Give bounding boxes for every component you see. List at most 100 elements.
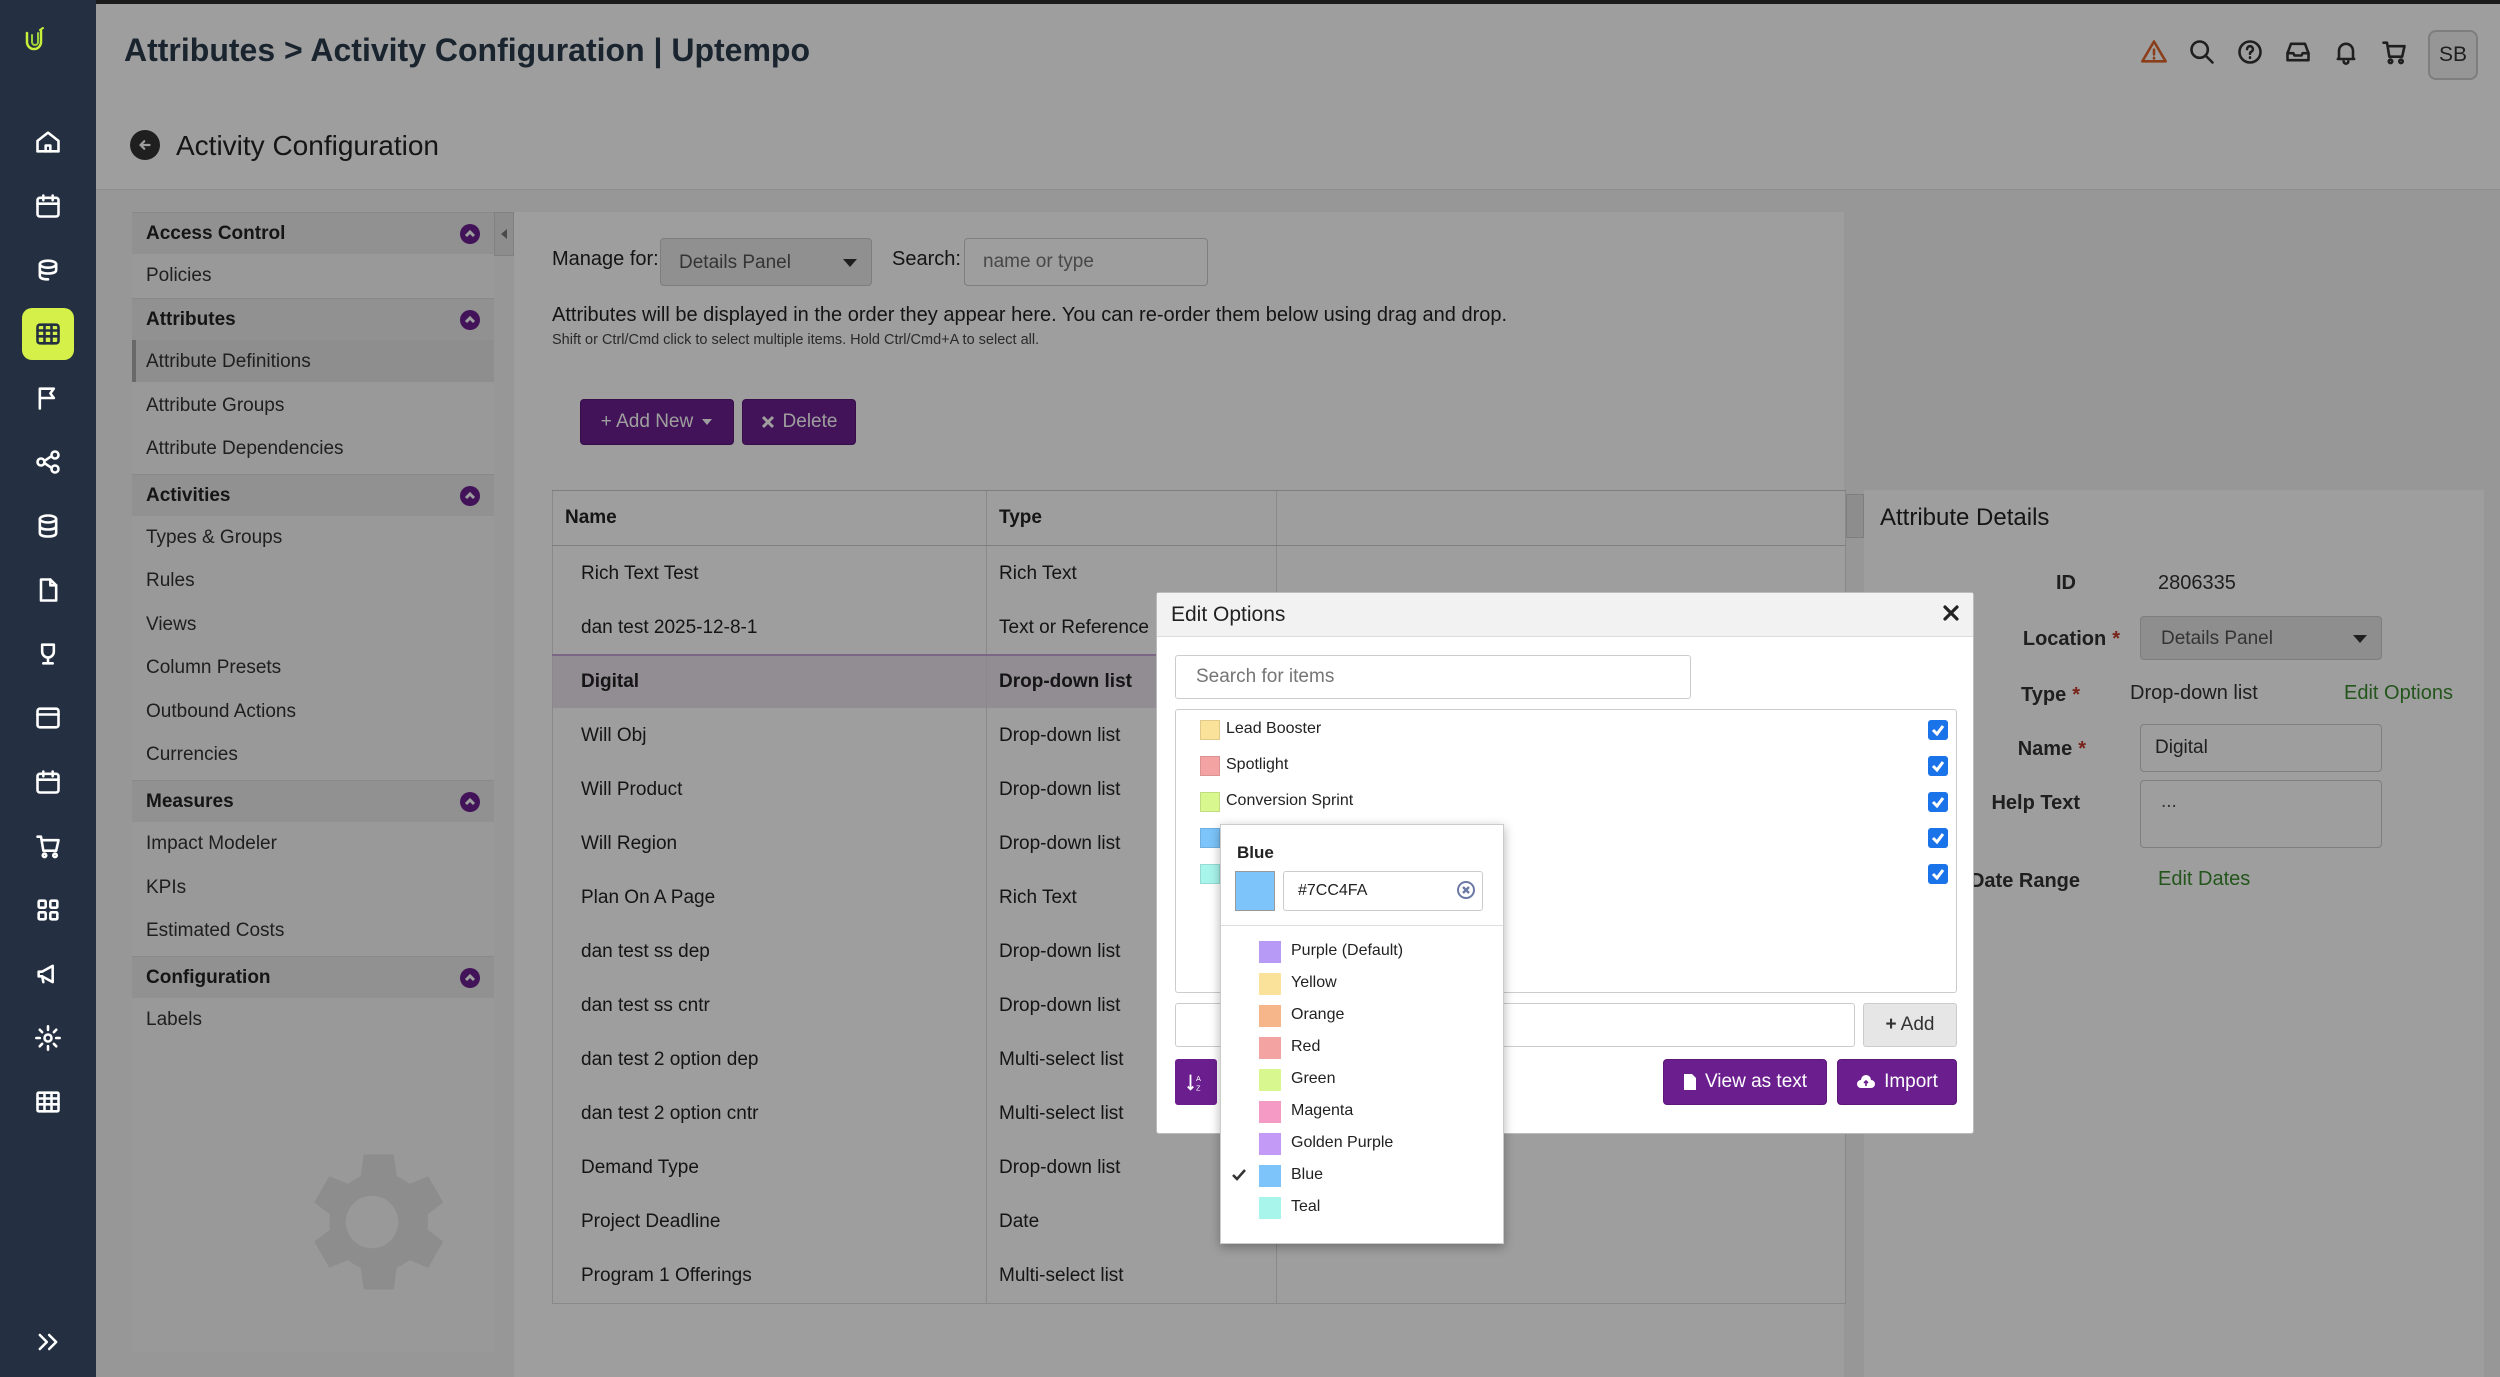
nav-item-impact-modeler[interactable]: Impact Modeler [146, 833, 277, 854]
option-color-swatch[interactable] [1200, 864, 1220, 884]
column-header-type[interactable]: Type [986, 491, 1276, 545]
table-row[interactable]: Demand Type Drop-down list [552, 1140, 1846, 1196]
edit-dates-link[interactable]: Edit Dates [2158, 868, 2251, 890]
color-option[interactable]: Teal [1221, 1191, 1503, 1223]
column-header-name[interactable]: Name [552, 491, 986, 545]
nav-group-access-control[interactable]: Access Control [132, 212, 494, 254]
color-option[interactable]: Red [1221, 1031, 1503, 1063]
expand-details-icon[interactable] [1846, 494, 1864, 538]
color-option[interactable]: Blue [1221, 1159, 1503, 1191]
apps-grid-icon[interactable] [22, 884, 74, 936]
cart-icon[interactable] [22, 820, 74, 872]
nav-item-attribute-dependencies[interactable]: Attribute Dependencies [146, 438, 344, 459]
delete-button[interactable]: Delete [742, 399, 856, 445]
color-option[interactable]: Golden Purple [1221, 1127, 1503, 1159]
option-checkbox[interactable] [1928, 828, 1948, 848]
collapse-icon[interactable] [460, 486, 480, 506]
nav-item-types-groups[interactable]: Types & Groups [146, 527, 283, 548]
nav-item-column-presets[interactable]: Column Presets [146, 657, 282, 678]
option-color-swatch[interactable] [1200, 792, 1220, 812]
options-search-input[interactable] [1175, 655, 1691, 699]
location-select[interactable]: Details Panel [2140, 616, 2382, 660]
nav-item-labels[interactable]: Labels [146, 1009, 202, 1030]
budget-stack-icon[interactable] [22, 244, 74, 296]
nav-item-policies[interactable]: Policies [146, 265, 212, 286]
collapse-icon[interactable] [460, 968, 480, 988]
option-checkbox[interactable] [1928, 792, 1948, 812]
color-option[interactable]: Green [1221, 1063, 1503, 1095]
name-field[interactable] [2140, 724, 2382, 772]
option-row[interactable]: Lead Booster [1176, 710, 1956, 748]
add-new-button[interactable]: + Add New [580, 399, 734, 445]
database-icon[interactable] [22, 500, 74, 552]
color-option[interactable]: Magenta [1221, 1095, 1503, 1127]
nav-group-attributes[interactable]: Attributes [132, 298, 494, 340]
add-option-button[interactable]: + Add [1863, 1003, 1957, 1047]
nav-item-currencies[interactable]: Currencies [146, 744, 238, 765]
collapse-icon[interactable] [460, 224, 480, 244]
inbox-icon[interactable] [2284, 38, 2316, 70]
nav-item-kpis[interactable]: KPIs [146, 877, 187, 898]
search-icon[interactable] [2188, 38, 2220, 70]
nav-item-attribute-definitions[interactable]: Attribute Definitions [132, 340, 494, 382]
option-color-swatch[interactable] [1200, 828, 1220, 848]
table-row[interactable]: Project Deadline Date [552, 1194, 1846, 1250]
option-checkbox[interactable] [1928, 720, 1948, 740]
share-nodes-icon[interactable] [22, 436, 74, 488]
window-icon[interactable] [22, 692, 74, 744]
import-button[interactable]: Import [1837, 1059, 1957, 1105]
color-option[interactable]: Yellow [1221, 967, 1503, 999]
nav-group-configuration[interactable]: Configuration [132, 956, 494, 998]
megaphone-icon[interactable] [22, 948, 74, 1000]
new-option-input[interactable] [1175, 1003, 1855, 1047]
help-text-field[interactable]: ... [2140, 780, 2382, 848]
option-row[interactable]: Spotlight [1176, 746, 1956, 784]
option-color-swatch[interactable] [1200, 720, 1220, 740]
help-icon[interactable] [2236, 38, 2268, 70]
nav-item-attribute-groups[interactable]: Attribute Groups [146, 395, 285, 416]
calendar-alt-icon[interactable] [22, 756, 74, 808]
nav-group-measures[interactable]: Measures [132, 780, 494, 822]
hex-color-input[interactable] [1283, 871, 1483, 911]
grid-table-icon[interactable] [22, 1076, 74, 1128]
nav-item-views[interactable]: Views [146, 614, 197, 635]
expand-rail-icon[interactable] [22, 1316, 74, 1368]
manage-for-select[interactable]: Details Panel [660, 238, 872, 286]
option-row[interactable]: Conversion Sprint [1176, 782, 1956, 820]
back-arrow-icon[interactable] [130, 130, 160, 160]
nav-item-estimated-costs[interactable]: Estimated Costs [146, 920, 285, 941]
table-row[interactable]: Program 1 Offerings Multi-select list [552, 1248, 1846, 1304]
uptempo-logo[interactable] [20, 26, 48, 54]
option-color-swatch[interactable] [1200, 756, 1220, 776]
color-option[interactable]: Orange [1221, 999, 1503, 1031]
option-row[interactable] [1176, 854, 1956, 892]
cart-icon[interactable] [2380, 38, 2412, 70]
edit-options-link[interactable]: Edit Options [2344, 682, 2453, 704]
nav-group-activities[interactable]: Activities [132, 474, 494, 516]
option-row[interactable] [1176, 818, 1956, 856]
nav-item-outbound-actions[interactable]: Outbound Actions [146, 701, 296, 722]
settings-icon[interactable] [22, 1012, 74, 1064]
bell-icon[interactable] [2332, 38, 2364, 70]
close-icon[interactable] [1939, 601, 1963, 625]
collapse-icon[interactable] [460, 310, 480, 330]
home-icon[interactable] [22, 116, 74, 168]
color-option[interactable]: Purple (Default) [1221, 935, 1503, 967]
clear-icon[interactable] [1457, 881, 1475, 899]
collapse-sidebar-icon[interactable] [494, 212, 514, 256]
option-checkbox[interactable] [1928, 756, 1948, 776]
warning-icon[interactable] [2140, 38, 2172, 70]
collapse-icon[interactable] [460, 792, 480, 812]
view-as-text-button[interactable]: View as text [1663, 1059, 1827, 1105]
search-input[interactable] [964, 238, 1208, 286]
avatar[interactable]: SB [2428, 30, 2478, 80]
trophy-icon[interactable] [22, 628, 74, 680]
calendar-icon[interactable] [22, 180, 74, 232]
flag-icon[interactable] [22, 372, 74, 424]
table-grid-icon[interactable] [22, 308, 74, 360]
document-icon[interactable] [22, 564, 74, 616]
nav-item-rules[interactable]: Rules [146, 570, 195, 591]
option-checkbox[interactable] [1928, 864, 1948, 884]
cell-type: Multi-select list [986, 1248, 1276, 1303]
